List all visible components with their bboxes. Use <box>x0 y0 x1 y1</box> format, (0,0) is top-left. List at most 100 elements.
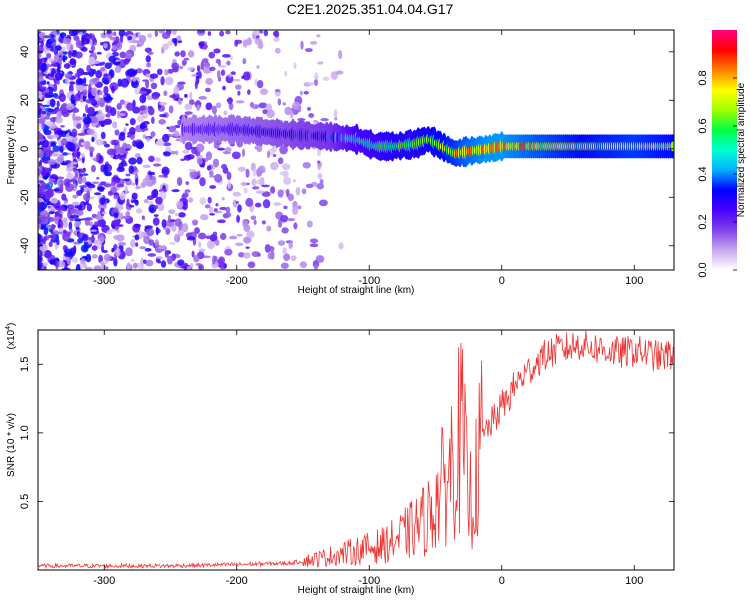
heatmap-cell <box>39 244 48 252</box>
heatmap-cell <box>299 90 303 96</box>
heatmap-cell <box>142 164 151 169</box>
snr-x-ticks: -300 -200 -100 0 100 <box>93 330 643 587</box>
heatmap-cell <box>83 77 87 85</box>
heatmap-cell <box>96 240 102 249</box>
heatmap-cell <box>88 56 96 65</box>
heatmap-cell <box>183 267 187 270</box>
heatmap-cell <box>159 113 167 118</box>
snr-y-tick-label: 1.5 <box>19 357 31 372</box>
heatmap-cell <box>107 190 114 196</box>
heatmap-cell <box>255 190 265 194</box>
heatmap-cell <box>145 55 151 63</box>
heatmap-cell <box>86 128 95 135</box>
heatmap-cell <box>49 98 56 108</box>
heatmap-cell <box>95 138 104 146</box>
heatmap-cell <box>77 175 83 185</box>
heatmap-cell <box>43 236 48 242</box>
heatmap-cell <box>77 237 84 244</box>
heatmap-cell <box>139 34 147 43</box>
heatmap-cell <box>69 81 76 85</box>
heatmap-cells <box>38 30 674 270</box>
heatmap-cell <box>174 130 180 138</box>
heatmap-cell <box>150 116 155 124</box>
heatmap-cell <box>299 261 308 269</box>
heatmap-cell <box>215 203 219 207</box>
heatmap-cell <box>143 127 149 131</box>
heatmap-cell <box>141 215 145 220</box>
heatmap-cell <box>158 174 166 178</box>
heatmap-cell <box>57 138 62 146</box>
heatmap-cell <box>72 194 79 199</box>
heatmap-cell <box>159 102 168 106</box>
snr-x-tick-label: -200 <box>226 575 248 587</box>
heatmap-cell <box>309 238 319 244</box>
heatmap-cell <box>63 200 68 205</box>
heatmap-cell <box>195 262 202 266</box>
heatmap-cell <box>201 58 209 64</box>
heatmap-cell <box>282 247 287 255</box>
heatmap-cell <box>205 102 213 111</box>
heatmap-cell <box>266 150 271 159</box>
heatmap-cell <box>242 71 251 81</box>
heatmap-cell <box>270 161 279 171</box>
heatmap-cell <box>117 153 127 161</box>
heatmap-cell <box>277 219 283 228</box>
heatmap-cell <box>181 59 187 66</box>
heatmap-cell <box>42 104 51 108</box>
heatmap-cell <box>316 34 321 38</box>
heatmap-cell <box>199 177 206 187</box>
heatmap-cell <box>74 171 78 179</box>
heatmap-cell <box>147 89 152 94</box>
heatmap-cell <box>88 83 92 93</box>
heatmap-cell <box>123 58 130 65</box>
heatmap-cell <box>200 214 209 221</box>
heatmap-cell <box>66 103 75 111</box>
colorbar-ticks: 0.0 0.2 0.4 0.6 0.8 <box>697 70 737 278</box>
heatmap-cell <box>99 102 105 108</box>
heatmap-cell <box>292 206 299 216</box>
heatmap-cell <box>256 65 260 69</box>
heatmap-cell <box>54 108 61 112</box>
snr-x-axis-label: Height of straight line (km) <box>298 585 415 596</box>
heatmap-cell <box>155 256 163 260</box>
heatmap-cell <box>245 246 250 249</box>
heatmap-cell <box>186 236 196 241</box>
spectrogram-x-tick-label: -200 <box>226 275 248 287</box>
heatmap-cell <box>164 68 169 76</box>
heatmap-cell <box>158 119 166 125</box>
heatmap-cell <box>126 198 130 207</box>
spectrogram-y-axis-label: Frequency (Hz) <box>6 116 17 185</box>
heatmap-cell <box>177 40 183 44</box>
heatmap-cell <box>196 103 201 112</box>
heatmap-cell <box>146 195 155 201</box>
heatmap-cell <box>119 99 126 105</box>
heatmap-cell <box>46 92 54 98</box>
heatmap-cell <box>102 94 107 98</box>
heatmap-cell <box>94 94 101 101</box>
heatmap-cell <box>198 248 206 253</box>
heatmap-cell <box>134 234 140 241</box>
heatmap-cell <box>68 30 78 37</box>
heatmap-cell <box>147 253 156 257</box>
heatmap-cell <box>38 237 41 244</box>
heatmap-cell <box>89 229 98 232</box>
heatmap-cell <box>61 138 68 146</box>
heatmap-cell <box>263 30 269 37</box>
heatmap-cell <box>61 110 70 118</box>
heatmap-cell <box>214 210 222 214</box>
heatmap-cell <box>93 265 102 270</box>
heatmap-cell <box>70 208 79 215</box>
heatmap-cell <box>254 78 258 86</box>
heatmap-cell <box>212 255 216 265</box>
heatmap-cell <box>71 256 78 263</box>
heatmap-cell <box>203 61 211 69</box>
heatmap-cell <box>231 151 241 160</box>
heatmap-cell <box>207 31 212 37</box>
heatmap-cell <box>189 170 198 180</box>
heatmap-cell <box>38 71 42 78</box>
heatmap-cell <box>91 136 95 143</box>
heatmap-cell <box>145 73 150 78</box>
heatmap-cell <box>62 51 69 55</box>
heatmap-cell <box>65 76 69 85</box>
heatmap-cell <box>297 205 302 210</box>
